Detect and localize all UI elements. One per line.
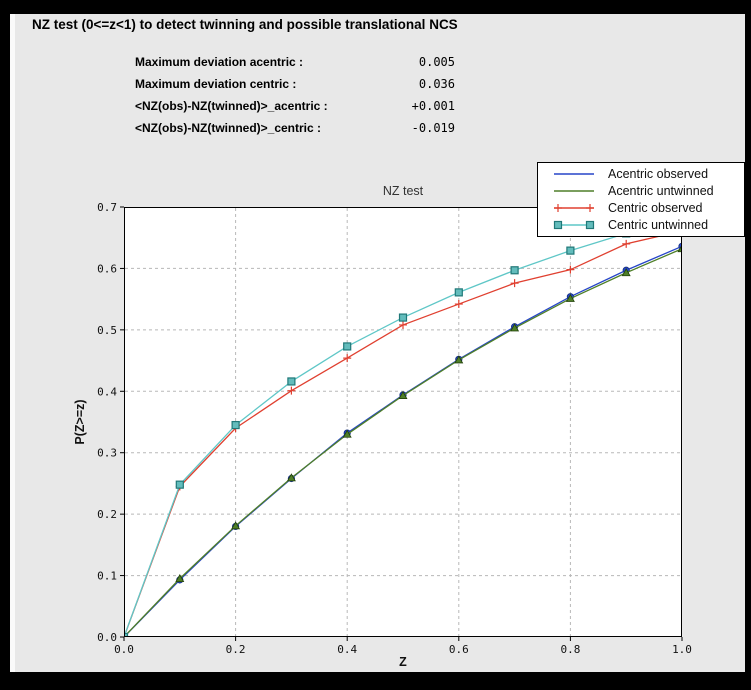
y-tick-label: 0.4 (97, 385, 117, 398)
legend-item: Acentric untwinned (538, 184, 744, 198)
stat-row: Maximum deviation acentric : 0.005 (135, 51, 455, 73)
legend-label: Acentric observed (608, 166, 709, 181)
y-tick-label: 0.2 (97, 508, 117, 521)
legend-line-sample (553, 221, 595, 230)
legend-label: Acentric untwinned (608, 183, 714, 198)
legend-line-sample (554, 204, 594, 213)
stat-row: Maximum deviation centric : 0.036 (135, 73, 455, 95)
axes-area (124, 207, 682, 637)
stat-value: +0.001 (411, 99, 455, 113)
legend-label: Centric observed (608, 201, 703, 216)
legend: Acentric observed Acentric untwinned Centr… (537, 162, 745, 237)
stat-value: 0.036 (418, 77, 455, 91)
y-tick-label: 0.6 (97, 262, 117, 275)
legend-item: Acentric observed (538, 167, 744, 181)
x-tick-label: 0.6 (449, 643, 469, 656)
y-tick-label: 0.3 (97, 447, 117, 460)
legend-item: Centric observed (538, 201, 744, 215)
y-axis-label: P(Z>=z) (73, 399, 87, 445)
stat-label: <NZ(obs)-NZ(twinned)>_centric : (135, 121, 322, 135)
page-title: NZ test (0<=z<1) to detect twinning and … (32, 17, 458, 32)
x-axis-label: Z (399, 655, 407, 669)
x-tick-label: 1.0 (672, 643, 692, 656)
plot-title: NZ test (382, 184, 424, 198)
legend-line-sample (554, 190, 594, 192)
stat-value: -0.019 (411, 121, 455, 135)
x-tick-label: 0.2 (226, 643, 246, 656)
stat-row: <NZ(obs)-NZ(twinned)>_acentric : +0.001 (135, 95, 455, 117)
y-tick-label: 0.1 (97, 570, 117, 583)
x-tick-label: 0.8 (560, 643, 580, 656)
y-tick-label: 0.0 (97, 631, 117, 644)
legend-line-sample (554, 172, 594, 175)
stat-label: Maximum deviation acentric : (135, 55, 304, 69)
x-tick-label: 0.0 (114, 643, 134, 656)
axes-frame (124, 207, 682, 637)
x-tick-label: 0.4 (337, 643, 357, 656)
stat-label: <NZ(obs)-NZ(twinned)>_acentric : (135, 99, 328, 113)
y-tick-label: 0.5 (97, 324, 117, 337)
legend-label: Centric untwinned (608, 218, 709, 233)
stat-row: <NZ(obs)-NZ(twinned)>_centric : -0.019 (135, 117, 455, 139)
legend-item: Centric untwinned (538, 218, 744, 232)
stat-value: 0.005 (418, 55, 455, 69)
stats-block: Maximum deviation acentric :0.005 Maximum… (135, 51, 455, 139)
stat-label: Maximum deviation centric : (135, 77, 297, 91)
y-tick-label: 0.7 (97, 201, 117, 214)
